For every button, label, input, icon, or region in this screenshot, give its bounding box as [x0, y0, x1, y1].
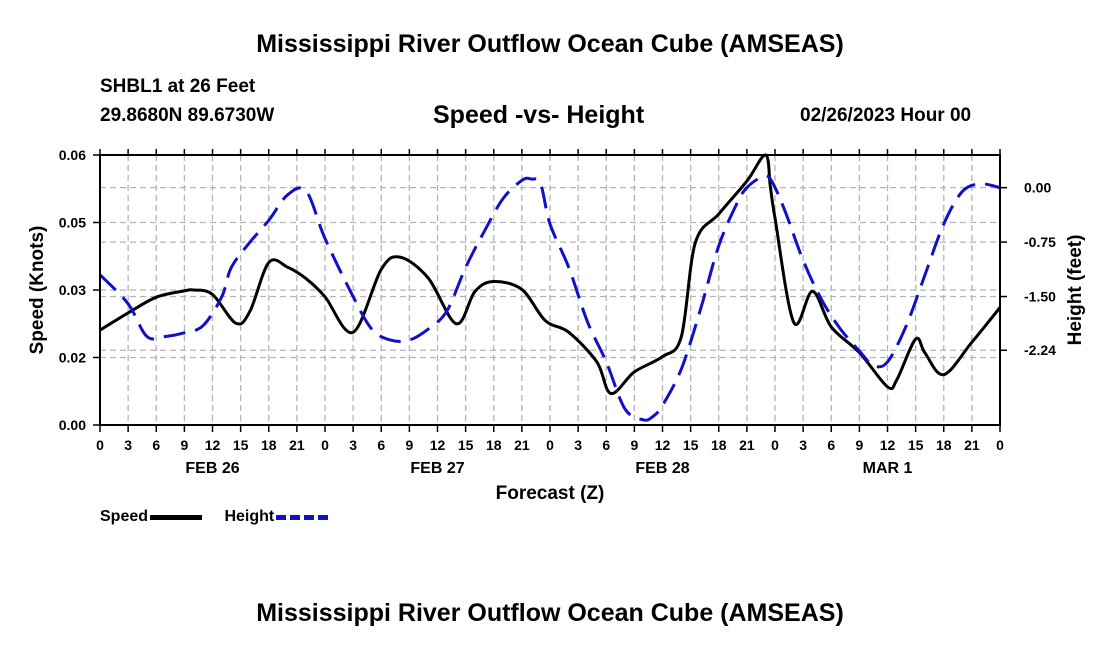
x-date-label: FEB 28 [635, 460, 689, 477]
x-tick-label: 9 [180, 437, 188, 453]
y-left-tick-label: 0.03 [59, 282, 86, 298]
x-tick-label: 3 [349, 437, 357, 453]
x-tick-label: 6 [827, 437, 835, 453]
y-left-tick-label: 0.06 [59, 147, 86, 163]
y-right-tick-label: -0.75 [1024, 234, 1056, 250]
x-date-label: FEB 26 [185, 460, 239, 477]
x-tick-label: 12 [880, 437, 896, 453]
y-left-tick-label: 0.02 [59, 350, 86, 366]
x-tick-label: 12 [655, 437, 671, 453]
x-tick-label: 6 [377, 437, 385, 453]
x-tick-label: 15 [458, 437, 474, 453]
x-tick-label: 12 [430, 437, 446, 453]
x-tick-label: 15 [233, 437, 249, 453]
series-layer [98, 153, 1002, 422]
legend-swatch-height [276, 514, 329, 520]
series-line-speed [99, 153, 1002, 395]
legend-label-height: Height [224, 508, 275, 525]
x-tick-label: 3 [574, 437, 582, 453]
x-tick-label: 15 [908, 437, 924, 453]
x-date-label: MAR 1 [863, 460, 913, 477]
y-right-tick-label: -2.24 [1024, 342, 1056, 358]
legend-label-speed: Speed [100, 508, 149, 525]
x-tick-label: 0 [771, 437, 779, 453]
x-axis-title: Forecast (Z) [495, 483, 605, 504]
x-tick-label: 21 [964, 437, 980, 453]
x-tick-label: 3 [124, 437, 132, 453]
x-tick-label: 9 [855, 437, 863, 453]
y-left-tick-label: 0.05 [59, 215, 86, 231]
x-tick-label: 6 [602, 437, 610, 453]
y-axis-left-title: Speed (Knots) [27, 226, 48, 355]
chart-subtitle: Speed -vs- Height [433, 101, 645, 129]
x-tick-label: 18 [486, 437, 502, 453]
legend: Speed Height [100, 508, 346, 526]
x-tick-label: 15 [683, 437, 699, 453]
x-tick-label: 6 [152, 437, 160, 453]
y-left-tick-label: 0.00 [59, 417, 86, 433]
y-right-tick-label: 0.00 [1024, 180, 1051, 196]
chart-title: Mississippi River Outflow Ocean Cube (AM… [256, 30, 844, 58]
x-tick-label: 0 [996, 437, 1004, 453]
x-tick-label: 0 [96, 437, 104, 453]
station-label: SHBL1 at 26 Feet [100, 76, 256, 97]
x-tick-label: 0 [546, 437, 554, 453]
x-tick-label: 3 [799, 437, 807, 453]
x-tick-label: 12 [205, 437, 221, 453]
x-tick-label: 9 [405, 437, 413, 453]
x-tick-label: 18 [711, 437, 727, 453]
x-tick-label: 9 [630, 437, 638, 453]
x-tick-label: 18 [936, 437, 952, 453]
legend-item-speed: Speed [100, 508, 203, 526]
legend-item-height: Height [224, 508, 329, 526]
legend-swatch-speed [150, 514, 203, 520]
y-right-tick-label: -1.50 [1024, 289, 1056, 305]
coordinates-label: 29.8680N 89.6730W [100, 105, 275, 126]
x-tick-label: 0 [321, 437, 329, 453]
y-axis-right-title: Height (feet) [1065, 235, 1086, 346]
footer-title: Mississippi River Outflow Ocean Cube (AM… [256, 599, 844, 627]
x-tick-label: 21 [289, 437, 305, 453]
x-tick-label: 21 [514, 437, 530, 453]
x-tick-label: 18 [261, 437, 277, 453]
x-tick-label: 21 [739, 437, 755, 453]
axes: 0 3 6 9 12 15 18 21 0 3 6 9 12 15 18 21 0 3 6 9 12 15 18 21 0 3 6 9… [59, 147, 1056, 477]
x-date-label: FEB 27 [410, 460, 464, 477]
grid-lines [100, 155, 1000, 425]
series-line-height [98, 174, 1001, 422]
forecast-datetime: 02/26/2023 Hour 00 [800, 105, 972, 126]
